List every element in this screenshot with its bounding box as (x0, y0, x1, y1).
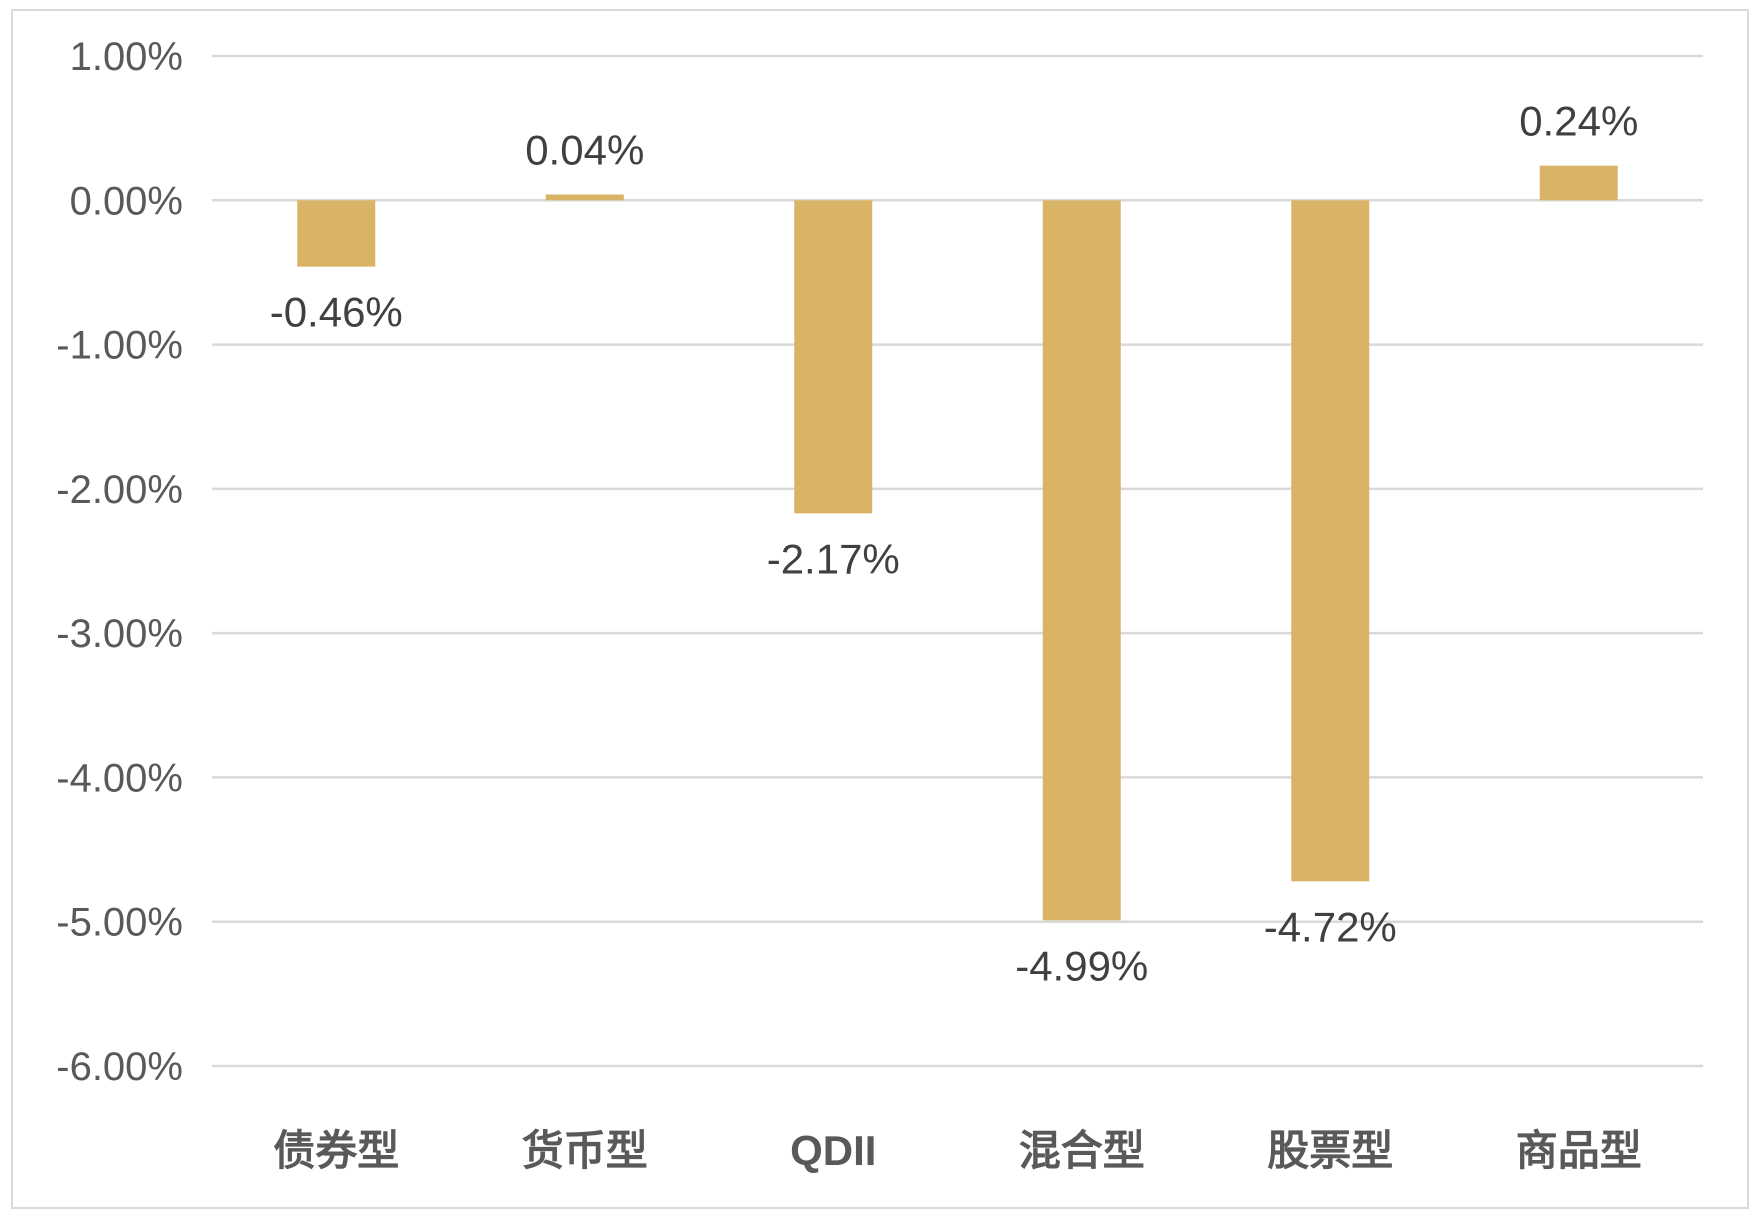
x-category-label: 商品型 (1516, 1127, 1642, 1174)
y-tick-label: -5.00% (56, 901, 183, 945)
x-category-label: 股票型 (1267, 1127, 1393, 1174)
bar-混合型 (1042, 200, 1121, 921)
data-label: -0.46% (270, 289, 403, 336)
y-tick-label: -2.00% (56, 468, 183, 512)
bar-股票型 (1291, 200, 1370, 882)
y-tick-label: -6.00% (56, 1045, 183, 1089)
y-tick-label: -4.00% (56, 756, 183, 800)
x-category-label: 混合型 (1019, 1127, 1145, 1174)
y-tick-label: 1.00% (70, 35, 183, 79)
x-category-label: 货币型 (522, 1127, 648, 1174)
bar-QDII (794, 200, 873, 514)
bar-债券型 (297, 200, 376, 267)
data-label: -4.72% (1264, 903, 1397, 950)
bar-商品型 (1539, 165, 1618, 201)
x-category-label: 债券型 (273, 1127, 399, 1174)
data-label: 0.04% (525, 127, 644, 174)
data-label: -2.17% (767, 535, 900, 582)
y-tick-label: -1.00% (56, 324, 183, 368)
y-tick-label: -3.00% (56, 612, 183, 656)
x-category-label: QDII (790, 1127, 876, 1174)
data-label: -4.99% (1015, 942, 1148, 989)
chart-frame (11, 9, 1749, 1209)
data-label: 0.24% (1519, 98, 1638, 145)
bar-货币型 (545, 194, 624, 201)
y-tick-label: 0.00% (70, 179, 183, 223)
